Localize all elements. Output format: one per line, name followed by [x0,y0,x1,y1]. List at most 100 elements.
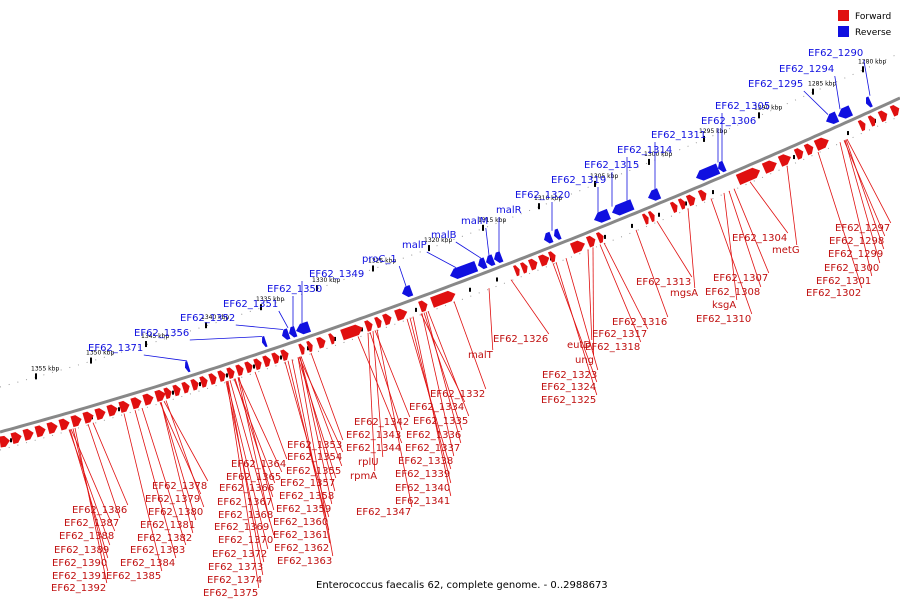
scale-tick-label: 1305 kbp [590,173,618,180]
reverse-leader-line [803,90,829,115]
scale-tick-mark [703,135,705,142]
scale-tick-label: 1330 kbp [312,277,340,284]
reverse-leader-line [235,324,284,330]
axis-minor-mark [280,355,282,360]
scale-tick-mark [205,322,207,329]
forward-gene-label: EF62_1389 [54,545,109,556]
forward-leader-line [291,359,331,544]
reverse-gene-arrow [296,321,312,335]
forward-gene-labels: EF62_1297 EF62_1298 EF62_1299 EF62_1300 EF62… [51,223,890,599]
forward-gene-arrow [306,340,313,353]
forward-gene-label: EF62_1365 [226,472,281,483]
forward-leader-line [599,244,642,343]
scale-tick-label: 1290 kbp [754,104,782,111]
forward-gene-label: EF62_1336 [406,430,461,441]
forward-leader-line [555,261,598,396]
forward-gene-label: EF62_1310 [696,314,751,325]
forward-leader-line [376,329,413,508]
forward-leader-line [254,371,288,460]
forward-gene-arrow [340,324,363,341]
reverse-leader-line [485,227,490,256]
forward-gene-label: EF62_1332 [430,389,485,400]
reverse-gene-arrow [494,251,504,263]
forward-leader-line [160,401,197,521]
forward-gene-label: EF62_1317 [592,329,647,340]
forward-gene-label: ksgA [712,300,736,311]
reverse-gene-arrow [282,328,291,340]
forward-gene-label: EF62_1318 [585,342,640,353]
forward-gene-label: EF62_1362 [274,543,329,554]
forward-gene-label: EF62_1367 [217,497,272,508]
forward-gene-label: EF62_1373 [208,562,263,573]
forward-gene-label: EF62_1382 [137,533,192,544]
axis-minor-mark [631,223,633,228]
forward-gene-label: malT [468,350,494,361]
scale-tick-label: 1320 kbp [424,237,452,244]
axis-minor-mark [712,190,714,195]
forward-gene-arrow [106,404,118,417]
forward-gene-label: EF62_1307 [713,273,768,284]
axis-minor-mark [415,307,417,312]
reverse-gene-label: malP [402,240,427,251]
scale-tick-label: 1285 kbp [808,81,836,88]
forward-genes [0,104,900,448]
axis-minor-mark [793,155,795,160]
forward-gene-arrow [58,418,70,431]
forward-gene-label: rplU [358,457,379,468]
axis-minor-mark [469,287,471,292]
scale-tick-mark [260,304,262,311]
forward-gene-label: ung [575,355,594,366]
forward-gene-label: EF62_1364 [231,459,286,470]
reverse-gene-label: EF62_1290 [808,48,863,59]
forward-gene-label: EF62_1338 [398,456,453,467]
forward-leader-line [423,312,463,431]
forward-leader-line [844,139,881,264]
reverse-gene-arrow [554,228,562,240]
reverse-gene-label: EF62_1319 [551,175,606,186]
forward-gene-label: EF62_1387 [64,518,119,529]
forward-leader-line [369,332,403,431]
forward-leader-line [687,208,696,289]
forward-leader-line [846,138,892,224]
axis-minor-mark [361,327,363,332]
forward-gene-arrow [208,373,217,385]
forward-leader-line [565,258,599,371]
forward-gene-arrow [163,387,172,400]
forward-leader-line [488,288,494,351]
forward-leader-line [786,165,798,246]
forward-gene-arrow [394,308,408,321]
scale-tick-mark [538,203,540,210]
axis-minor-mark [10,438,12,443]
forward-gene-label: EF62_1341 [395,496,450,507]
forward-leader-line [839,142,873,277]
reverse-leader-line [278,310,289,328]
scale-tick-label: 1345 kbp [141,333,169,340]
scale-tick-mark [758,112,760,119]
forward-gene-label: EF62_1337 [405,443,460,454]
forward-gene-label: EF62_1298 [829,236,884,247]
forward-gene-label: EF62_1304 [732,233,787,244]
reverse-gene-label: EF62_1311 [651,130,706,141]
forward-gene-label: EF62_1335 [413,416,468,427]
forward-gene-label: EF62_1368 [218,510,273,521]
forward-gene-arrow [793,148,804,160]
reverse-gene-label: proC_1 [362,254,397,265]
forward-gene-label: EF62_1366 [219,483,274,494]
forward-leader-line [72,428,109,572]
reverse-gene-label: EF62_1352 [180,313,235,324]
forward-gene-label: EF62_1334 [409,402,464,413]
forward-leader-line [227,380,264,576]
forward-gene-arrow [226,367,235,379]
forward-gene-arrow [34,425,46,438]
forward-gene-arrow [118,400,130,413]
forward-gene-arrow [537,254,550,267]
reverse-gene-arrow [612,199,635,216]
legend-forward-swatch [838,10,849,21]
forward-gene-label: EF62_1355 [286,466,341,477]
forward-gene-arrow [803,143,814,156]
reverse-gene-arrow [262,336,268,348]
forward-leader-line [723,192,738,301]
forward-leader-line [70,428,116,532]
forward-leader-line [372,331,384,458]
